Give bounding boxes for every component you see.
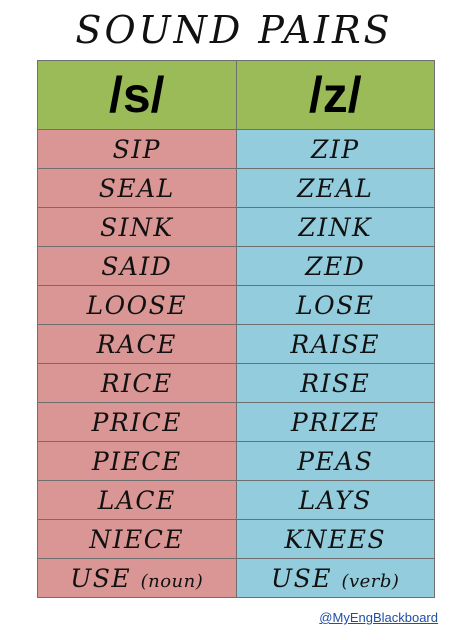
z-word-cell: LAYS xyxy=(235,480,435,520)
z-word-cell: RAISE xyxy=(235,324,435,364)
z-word-cell: ZIP xyxy=(235,129,435,169)
z-word: USE xyxy=(271,563,332,593)
part-of-speech-note: (verb) xyxy=(341,570,400,592)
s-word: USE xyxy=(70,563,132,593)
z-word-cell: ZINK xyxy=(235,207,435,247)
s-word-cell: PRICE xyxy=(37,402,237,442)
z-word-cell: ZED xyxy=(235,246,435,286)
s-word-cell: LOOSE xyxy=(37,285,237,325)
z-word-cell: LOSE xyxy=(235,285,435,325)
s-word-cell: SIP xyxy=(37,129,237,169)
table-row: LACE LAYS xyxy=(37,480,435,520)
z-word-cell: KNEES xyxy=(235,519,435,559)
credit-link[interactable]: @MyEngBlackboard xyxy=(319,610,438,625)
s-word-cell: SEAL xyxy=(37,168,237,208)
table-row: USE (noun) USE (verb) xyxy=(37,558,435,598)
table-row: SIP ZIP xyxy=(37,129,435,169)
column-header-s: /s/ xyxy=(37,60,237,130)
part-of-speech-note: (noun) xyxy=(140,570,204,592)
table-row: SEAL ZEAL xyxy=(37,168,435,208)
table-row: LOOSE LOSE xyxy=(37,285,435,325)
s-word-cell: RICE xyxy=(37,363,237,403)
z-word-cell: RISE xyxy=(235,363,435,403)
table-row: PIECE PEAS xyxy=(37,441,435,481)
s-word-cell: PIECE xyxy=(37,441,237,481)
table-row: SINK ZINK xyxy=(37,207,435,247)
sound-pairs-table: /s/ /z/ SIP ZIP SEAL ZEAL SINK ZINK SAID… xyxy=(37,60,435,598)
column-header-z: /z/ xyxy=(235,60,435,130)
table-row: PRICE PRIZE xyxy=(37,402,435,442)
table-row: SAID ZED xyxy=(37,246,435,286)
z-word-cell: PRIZE xyxy=(235,402,435,442)
page-title: SOUND PAIRS xyxy=(75,8,393,52)
s-word-cell: SAID xyxy=(37,246,237,286)
s-word-cell: NIECE xyxy=(37,519,237,559)
s-word-cell-with-note: USE (noun) xyxy=(37,558,237,598)
z-word-cell: ZEAL xyxy=(235,168,435,208)
header-row: /s/ /z/ xyxy=(37,60,435,130)
z-word-cell-with-note: USE (verb) xyxy=(235,558,435,598)
s-word-cell: RACE xyxy=(37,324,237,364)
table-row: RACE RAISE xyxy=(37,324,435,364)
s-word-cell: LACE xyxy=(37,480,237,520)
table-row: NIECE KNEES xyxy=(37,519,435,559)
z-word-cell: PEAS xyxy=(235,441,435,481)
table-row: RICE RISE xyxy=(37,363,435,403)
s-word-cell: SINK xyxy=(37,207,237,247)
